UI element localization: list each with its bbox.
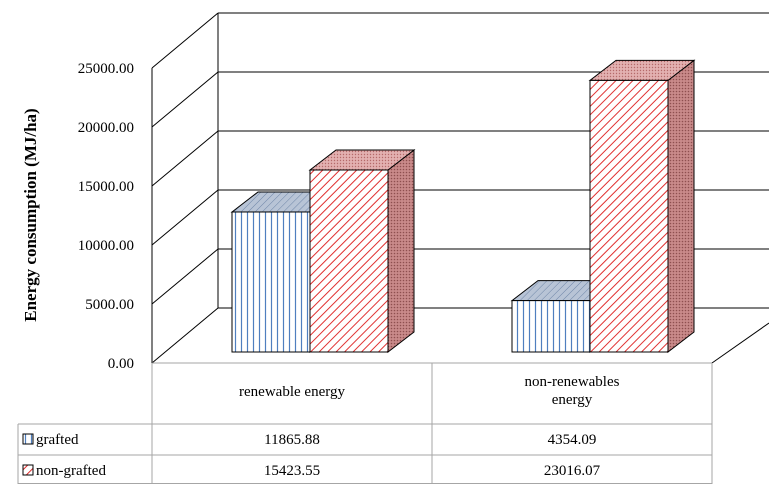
y-tick-label: 25000.00 [78, 61, 134, 77]
data-value-label: 4354.09 [548, 432, 597, 448]
legend-swatch [22, 464, 34, 476]
y-tick-label: 5000.00 [85, 297, 134, 313]
gridline-depth [151, 248, 219, 305]
bar [231, 211, 311, 353]
gridline-depth [151, 12, 219, 69]
bar [589, 79, 669, 353]
floor-right-edge [711, 322, 769, 364]
y-tick-label: 0.00 [108, 356, 134, 372]
y-axis-title: Energy consumption (MJ/ha) [21, 108, 40, 321]
bar [511, 300, 591, 353]
bar [309, 169, 389, 353]
bar-side [387, 148, 415, 354]
data-value-label: 11865.88 [264, 432, 320, 448]
legend-label: non-grafted [36, 463, 106, 479]
bars [230, 59, 696, 354]
bar-side [667, 59, 695, 354]
data-value-label: 23016.07 [544, 463, 601, 479]
gridline-depth [151, 130, 219, 187]
x-category-label: renewable energy [239, 384, 345, 400]
y-tick-label: 15000.00 [78, 179, 134, 195]
x-category-label: energy [552, 392, 593, 408]
x-category-label: non-renewables [525, 374, 620, 390]
y-axis: 0.00 5000.00 10000.00 15000.00 20000.00 25000… [78, 61, 134, 372]
y-tick-label: 10000.00 [78, 238, 134, 254]
y-tick-label: 20000.00 [78, 120, 134, 136]
data-value-label: 15423.55 [264, 463, 320, 479]
data-table: renewable energy non-renewables energy graf… [17, 363, 713, 484]
legend-label: grafted [36, 432, 79, 448]
legend-swatch [22, 433, 34, 445]
gridline-depth [151, 71, 219, 128]
gridline-depth [151, 189, 219, 246]
